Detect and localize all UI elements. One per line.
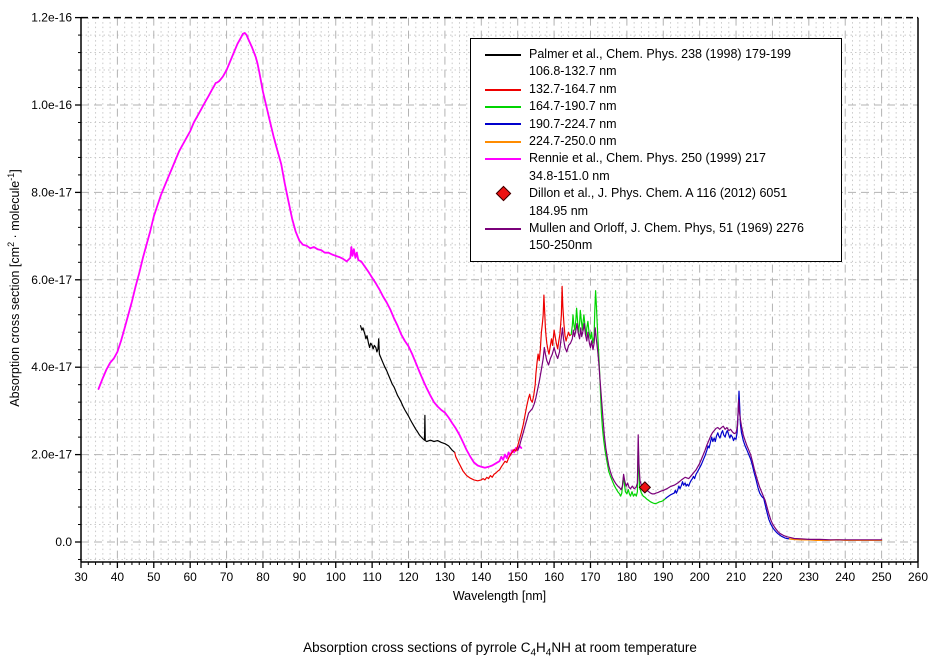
legend-item-4: 224.7-250.0 nm (477, 133, 835, 150)
x-tick-label: 30 (74, 570, 88, 584)
legend-item-text: 224.7-250.0 nm (529, 133, 617, 150)
x-tick-label: 60 (183, 570, 197, 584)
x-tick-label: 170 (580, 570, 600, 584)
legend-item-text: Rennie et al., Chem. Phys. 250 (1999) 21… (529, 150, 766, 185)
x-tick-label: 40 (111, 570, 125, 584)
x-tick-label: 180 (617, 570, 637, 584)
x-tick-label: 260 (908, 570, 928, 584)
x-tick-label: 200 (690, 570, 710, 584)
x-tick-label: 130 (435, 570, 455, 584)
legend-item-text: 164.7-190.7 nm (529, 98, 617, 115)
series-mullen (517, 322, 883, 541)
legend-item-5: Rennie et al., Chem. Phys. 250 (1999) 21… (477, 150, 835, 185)
y-tick-label: 4.0e-17 (31, 360, 72, 374)
y-tick-label: 2.0e-17 (31, 448, 72, 462)
legend-line: Palmer et al., Chem. Phys. 238 (1998) 17… (529, 47, 791, 61)
y-tick-label: 0.0 (55, 535, 72, 549)
x-tick-label: 70 (220, 570, 234, 584)
legend-item-1: 132.7-164.7 nm (477, 81, 835, 98)
y-tick-label: 6.0e-17 (31, 273, 72, 287)
x-tick-label: 240 (835, 570, 855, 584)
legend-item-0: Palmer et al., Chem. Phys. 238 (1998) 17… (477, 46, 835, 81)
legend-item-7: Mullen and Orloff, J. Chem. Phys, 51 (19… (477, 220, 835, 255)
x-tick-label: 220 (762, 570, 782, 584)
x-tick-label: 250 (872, 570, 892, 584)
legend-item-2: 164.7-190.7 nm (477, 98, 835, 115)
line-marker-icon (477, 81, 529, 98)
x-tick-label: 140 (471, 570, 491, 584)
series-palmer-2 (454, 285, 572, 482)
line-marker-icon (477, 220, 529, 237)
dillon-point (638, 481, 652, 494)
legend-item-6: Dillon et al., J. Phys. Chem. A 116 (201… (477, 185, 835, 220)
legend-line: 106.8-132.7 nm (529, 64, 617, 79)
y-tick-label: 1.0e-16 (31, 98, 72, 112)
x-axis-title: Wavelength [nm] (452, 589, 547, 603)
series-rennie (97, 32, 523, 469)
legend-item-text: 190.7-224.7 nm (529, 116, 617, 133)
legend-item-3: 190.7-224.7 nm (477, 116, 835, 133)
x-tick-label: 80 (256, 570, 270, 584)
x-tick-label: 160 (544, 570, 564, 584)
legend-line: 132.7-164.7 nm (529, 81, 617, 96)
legend-item-text: Dillon et al., J. Phys. Chem. A 116 (201… (529, 185, 787, 220)
legend-line: Rennie et al., Chem. Phys. 250 (1999) 21… (529, 151, 766, 166)
series-palmer-1 (359, 325, 456, 453)
diamond-marker-icon (477, 185, 529, 202)
series-palmer-3 (570, 290, 667, 505)
legend-line: 150-250nm (529, 238, 593, 253)
legend-item-text: Mullen and Orloff, J. Chem. Phys, 51 (19… (529, 220, 804, 255)
series-palmer-4 (665, 390, 791, 540)
legend-line: Dillon et al., J. Phys. Chem. A 116 (201… (529, 186, 788, 201)
x-tick-label: 90 (293, 570, 307, 584)
legend-line: 34.8-151.0 nm (529, 168, 610, 183)
legend-line: 190.7-224.7 nm (529, 116, 617, 131)
axis-tick-labels: 30 40 50 60 70 80 90 100 110 120 130 140 150 160 170 18… (31, 11, 928, 584)
x-tick-label: 120 (399, 570, 419, 584)
x-tick-label: 190 (653, 570, 673, 584)
legend-line: 164.7-190.7 nm (529, 99, 617, 114)
y-tick-label: 1.2e-16 (31, 11, 72, 25)
line-marker-icon (477, 46, 529, 63)
y-tick-label: 8.0e-17 (31, 185, 72, 199)
axis-ticks (75, 16, 919, 568)
line-marker-icon (477, 133, 529, 150)
legend-line: Mullen and Orloff, J. Chem. Phys, 51 (19… (529, 221, 804, 236)
x-tick-label: 50 (147, 570, 161, 584)
line-marker-icon (477, 116, 529, 133)
line-marker-icon (477, 98, 529, 115)
x-tick-label: 100 (326, 570, 346, 584)
x-tick-label: 110 (363, 570, 382, 584)
legend-line: 224.7-250.0 nm (529, 134, 617, 149)
legend: Palmer et al., Chem. Phys. 238 (1998) 17… (470, 38, 842, 262)
axes-frame (80, 17, 919, 563)
x-tick-label: 210 (726, 570, 746, 584)
line-marker-icon (477, 150, 529, 167)
legend-item-text: 132.7-164.7 nm (529, 81, 617, 98)
y-axis-title: Absorption cross section [cm2 · molecule… (5, 169, 23, 407)
x-tick-label: 150 (508, 570, 528, 584)
legend-item-text: Palmer et al., Chem. Phys. 238 (1998) 17… (529, 46, 791, 81)
legend-line: 184.95 nm (529, 203, 589, 218)
x-tick-label: 230 (799, 570, 819, 584)
caption: Absorption cross sections of pyrrole C4H… (303, 640, 697, 659)
